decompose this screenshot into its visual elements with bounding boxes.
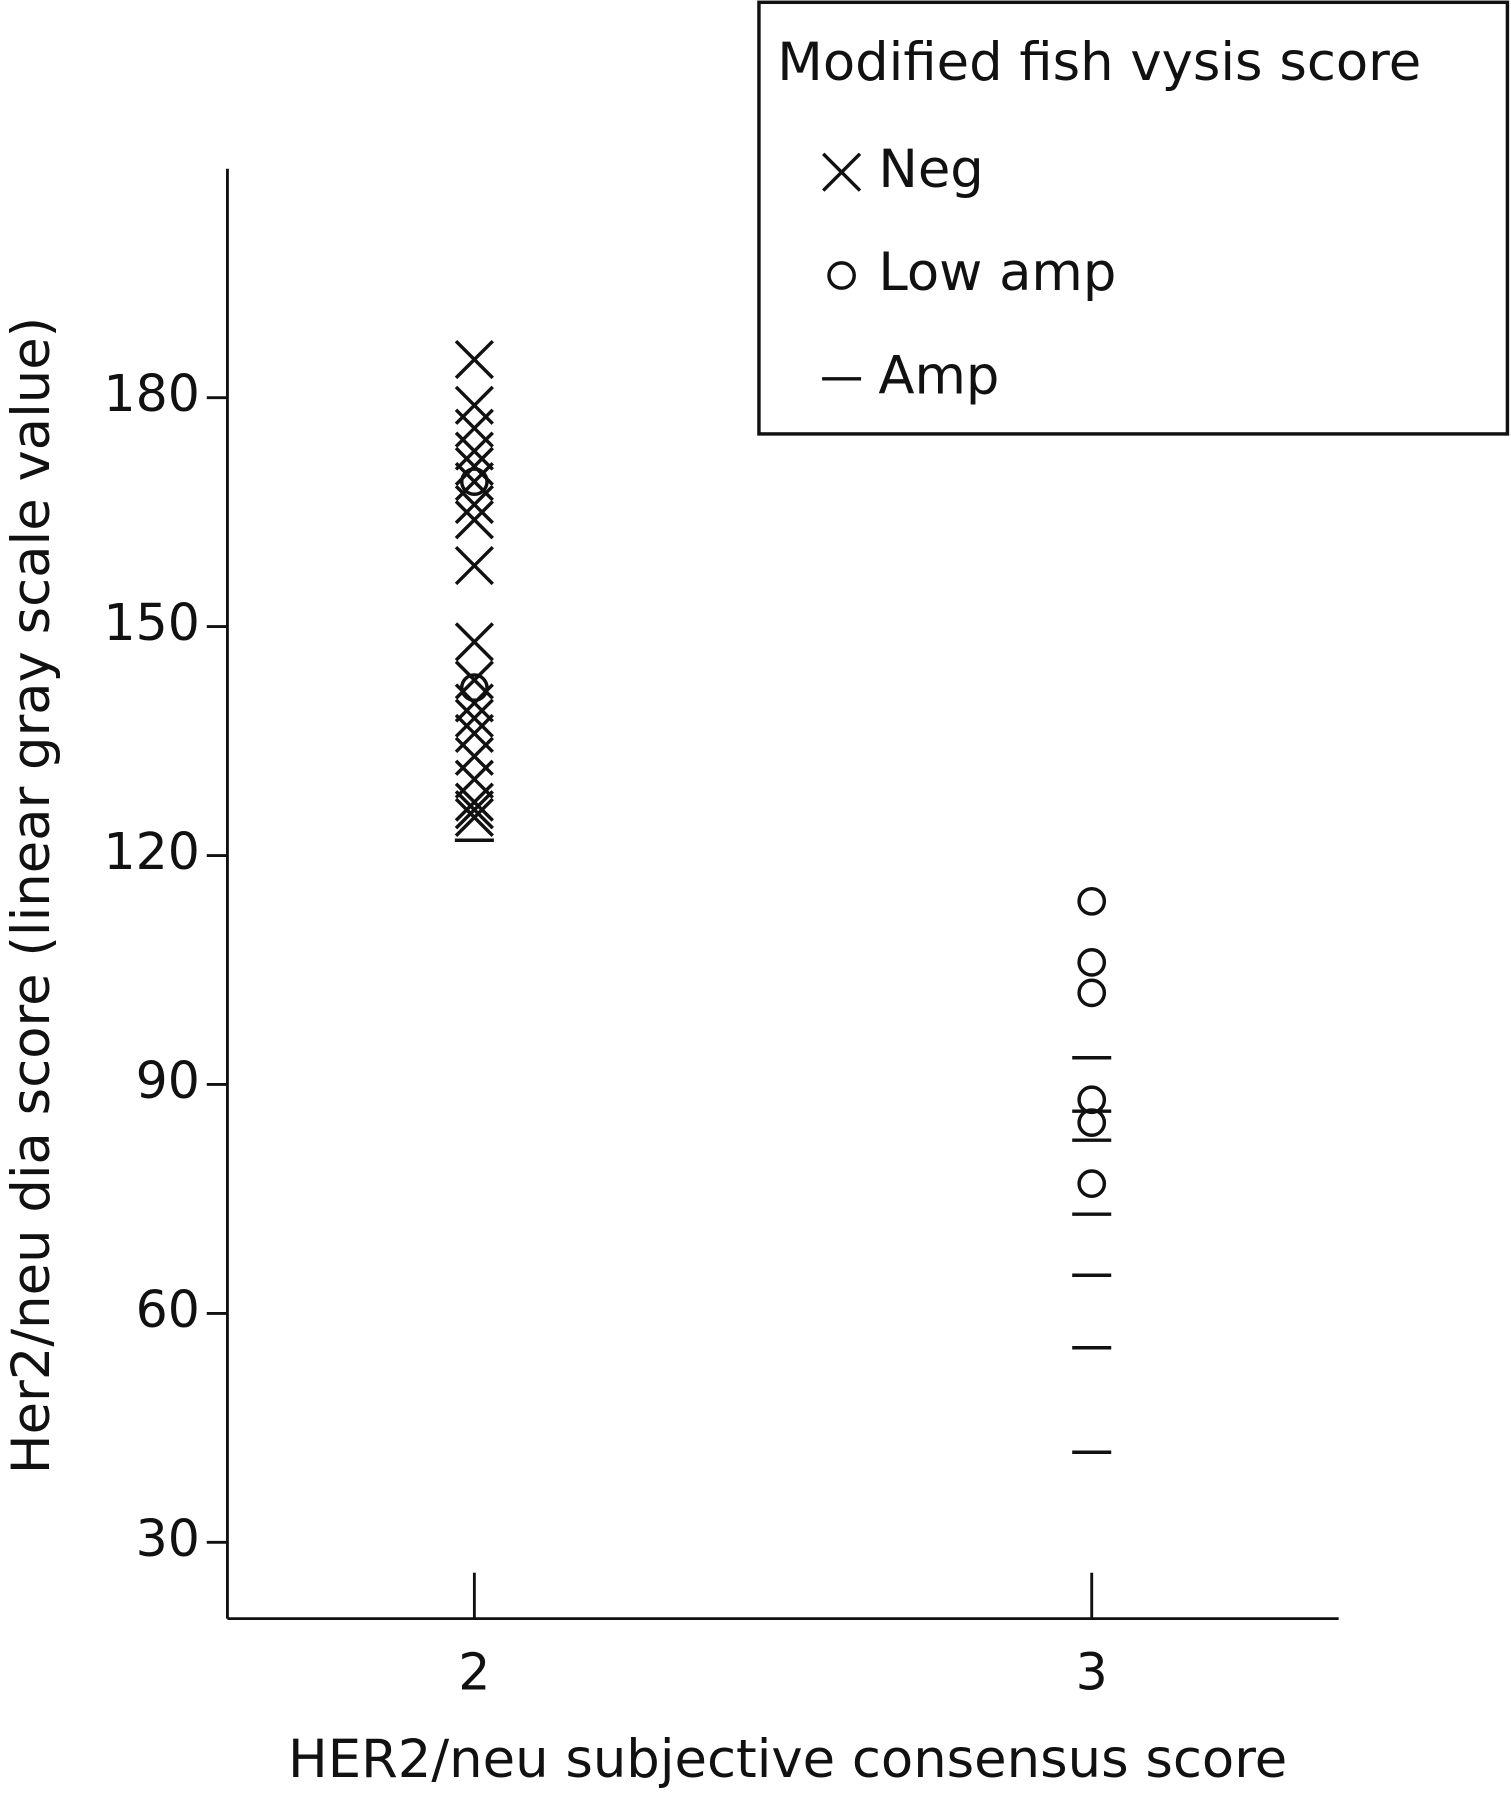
marker-x	[454, 797, 494, 837]
marker-circle	[460, 467, 489, 496]
marker-x	[454, 736, 494, 776]
y-axis-label: Her2/neu dia score (linear gray scale va…	[1, 317, 62, 1474]
x-tick-label: 3	[1076, 1643, 1108, 1702]
legend-label: Neg	[878, 139, 984, 200]
x-axis-label: HER2/neu subjective consensus score	[288, 1729, 1287, 1790]
x-tick-label: 2	[458, 1643, 490, 1702]
y-tick-label: 120	[103, 822, 199, 881]
y-tick-label: 30	[136, 1509, 200, 1568]
legend-title: Modified fish vysis score	[777, 32, 1421, 93]
marker-x	[454, 790, 494, 830]
marker-x	[454, 408, 494, 448]
marker-circle	[1077, 978, 1107, 1008]
marker-x	[454, 698, 494, 738]
marker-x	[454, 385, 494, 425]
marker-x	[822, 152, 862, 192]
legend-label: Amp	[878, 345, 999, 406]
marker-x	[454, 500, 494, 540]
marker-x	[454, 484, 494, 525]
marker-circle	[1077, 948, 1107, 977]
marker-circle	[1077, 886, 1107, 916]
marker-x	[454, 759, 494, 799]
marker-circle	[827, 261, 856, 290]
legend-label: Low amp	[878, 242, 1116, 303]
marker-circle	[1077, 1169, 1107, 1199]
marker-x	[454, 545, 494, 586]
y-tick-label: 180	[103, 364, 199, 423]
y-tick-label: 150	[103, 593, 199, 652]
marker-x	[454, 782, 494, 822]
marker-x	[454, 622, 494, 662]
marker-x	[454, 431, 494, 471]
y-tick-label: 60	[136, 1280, 200, 1339]
marker-circle	[460, 673, 489, 703]
y-tick-label: 90	[136, 1051, 200, 1110]
marker-x	[454, 339, 494, 380]
legend-box	[757, 0, 1510, 436]
